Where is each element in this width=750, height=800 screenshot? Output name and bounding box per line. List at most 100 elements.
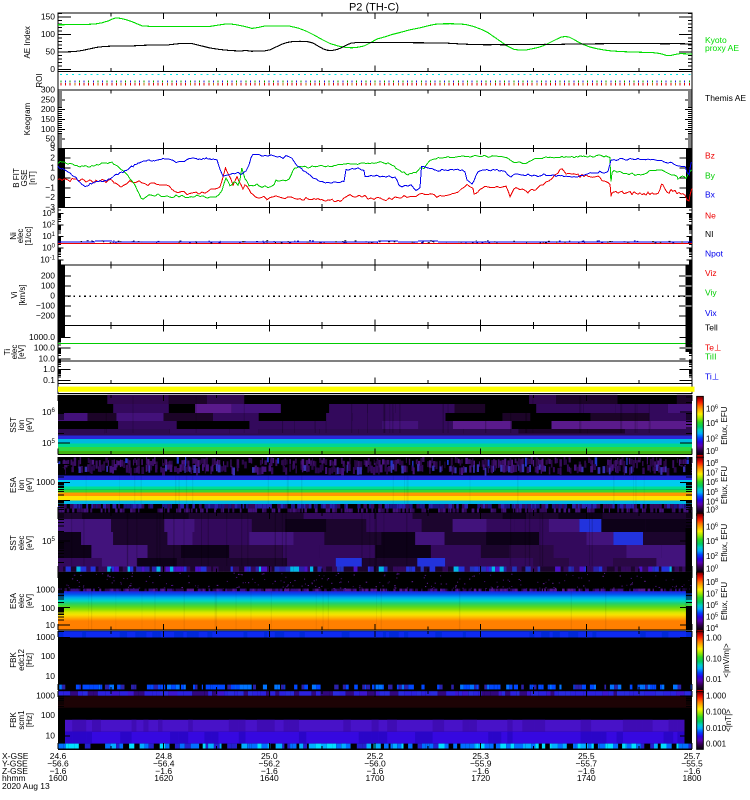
svg-text:Eflux, EFU: Eflux, EFU: [720, 523, 729, 561]
svg-text:−55.7: −55.7: [576, 759, 598, 769]
svg-text:[eV]: [eV]: [25, 478, 34, 492]
svg-text:hhmm: hhmm: [2, 773, 26, 783]
svg-text:2: 2: [50, 153, 55, 163]
svg-text:1640: 1640: [260, 773, 279, 783]
svg-text:[eV]: [eV]: [25, 418, 34, 432]
svg-text:103: 103: [706, 505, 718, 514]
svg-text:3: 3: [50, 143, 55, 153]
svg-text:−1.6: −1.6: [684, 766, 701, 776]
svg-text:0.010: 0.010: [706, 724, 727, 733]
svg-text:106: 106: [706, 478, 718, 487]
svg-text:250: 250: [41, 94, 55, 104]
svg-text:−1.6: −1.6: [367, 766, 384, 776]
svg-text:−1.6: −1.6: [50, 766, 67, 776]
svg-text:Themis AE: Themis AE: [705, 93, 746, 103]
svg-text:ESA: ESA: [9, 592, 18, 609]
svg-text:TiII: TiII: [705, 352, 717, 362]
svg-text:107: 107: [706, 469, 718, 478]
svg-text:−56.2: −56.2: [259, 759, 281, 769]
svg-text:50: 50: [46, 134, 56, 144]
svg-text:Ni: Ni: [9, 232, 18, 240]
svg-text:Bx: Bx: [705, 190, 716, 200]
svg-text:ion: ion: [17, 480, 26, 491]
svg-text:elec: elec: [17, 594, 26, 609]
svg-text:ESA: ESA: [9, 476, 18, 493]
svg-text:−1.6: −1.6: [578, 766, 595, 776]
svg-text:1: 1: [50, 163, 55, 173]
svg-text:0.01: 0.01: [706, 675, 722, 684]
svg-text:10.0: 10.0: [38, 353, 55, 363]
svg-text:scm1: scm1: [17, 710, 26, 730]
svg-text:100: 100: [41, 710, 55, 720]
svg-text:elec: elec: [17, 536, 26, 551]
svg-text:Ti: Ti: [3, 349, 12, 356]
svg-text:0.1: 0.1: [43, 375, 55, 385]
svg-text:elec: elec: [10, 345, 19, 360]
svg-text:200: 200: [41, 271, 55, 281]
svg-text:104: 104: [706, 537, 719, 546]
svg-text:25.7: 25.7: [684, 751, 701, 761]
svg-text:1000.0: 1000.0: [29, 332, 55, 342]
svg-text:SST: SST: [9, 535, 18, 551]
svg-text:1000: 1000: [36, 585, 55, 595]
svg-text:100: 100: [41, 29, 55, 39]
svg-text:Eflux, EFU: Eflux, EFU: [720, 582, 729, 620]
svg-text:10-1: 10-1: [40, 254, 55, 264]
svg-text:10: 10: [46, 620, 56, 630]
svg-text:108: 108: [706, 578, 718, 587]
svg-text:SST: SST: [9, 417, 18, 433]
svg-text:Y-GSE: Y-GSE: [2, 759, 28, 769]
svg-text:50: 50: [46, 46, 56, 56]
svg-text:106: 106: [706, 405, 718, 414]
svg-text:−56.0: −56.0: [364, 759, 386, 769]
svg-text:1000: 1000: [36, 690, 55, 700]
svg-text:−200: −200: [36, 311, 55, 321]
svg-text:100: 100: [42, 243, 55, 253]
svg-text:0.10: 0.10: [706, 655, 722, 664]
svg-text:Z-GSE: Z-GSE: [2, 766, 28, 776]
svg-text:1740: 1740: [577, 773, 596, 783]
svg-text:−1.6: −1.6: [155, 766, 172, 776]
svg-text:10: 10: [46, 671, 56, 681]
svg-text:100: 100: [706, 564, 718, 573]
svg-text:ion: ion: [17, 420, 26, 431]
svg-text:Te⊥: Te⊥: [705, 343, 722, 353]
svg-text:104: 104: [706, 624, 719, 633]
svg-text:Keogram: Keogram: [23, 102, 32, 135]
svg-text:101: 101: [42, 231, 55, 241]
svg-text:[km/s]: [km/s]: [18, 284, 27, 305]
svg-text:100.0: 100.0: [34, 343, 56, 353]
svg-text:0.100: 0.100: [706, 707, 727, 716]
svg-text:102: 102: [42, 220, 55, 230]
svg-text:Viz: Viz: [705, 268, 717, 278]
svg-text:104: 104: [706, 419, 719, 428]
svg-text:105: 105: [706, 612, 718, 621]
svg-text:Kyoto: Kyoto: [705, 35, 727, 45]
svg-text:150: 150: [41, 114, 55, 124]
svg-text:P2 (TH-C): P2 (TH-C): [349, 2, 399, 14]
svg-text:FBK: FBK: [9, 712, 18, 728]
svg-text:102: 102: [706, 434, 718, 443]
svg-text:−2: −2: [45, 192, 55, 202]
svg-text:−3: −3: [45, 202, 55, 212]
svg-text:Ne: Ne: [705, 211, 716, 221]
svg-text:proxy AE: proxy AE: [705, 43, 739, 53]
svg-text:FBK: FBK: [9, 652, 18, 668]
svg-text:[Hz]: [Hz]: [25, 713, 34, 727]
svg-text:107: 107: [706, 590, 718, 599]
svg-text:1720: 1720: [471, 773, 490, 783]
svg-text:150: 150: [41, 12, 55, 22]
svg-text:[eV]: [eV]: [17, 345, 26, 359]
svg-text:103: 103: [42, 208, 55, 218]
svg-text:2020 Aug 13: 2020 Aug 13: [2, 781, 50, 791]
svg-text:0.001: 0.001: [706, 740, 727, 749]
svg-text:−100: −100: [36, 301, 55, 311]
svg-text:100: 100: [41, 281, 55, 291]
svg-text:25.3: 25.3: [472, 751, 489, 761]
svg-text:[Hz]: [Hz]: [25, 653, 34, 667]
svg-text:1.000: 1.000: [706, 691, 727, 700]
svg-text:105: 105: [42, 536, 55, 546]
svg-text:Eflux, EFU: Eflux, EFU: [720, 406, 729, 444]
svg-text:0: 0: [50, 140, 55, 150]
svg-text:Eflux, EFU: Eflux, EFU: [720, 466, 729, 504]
